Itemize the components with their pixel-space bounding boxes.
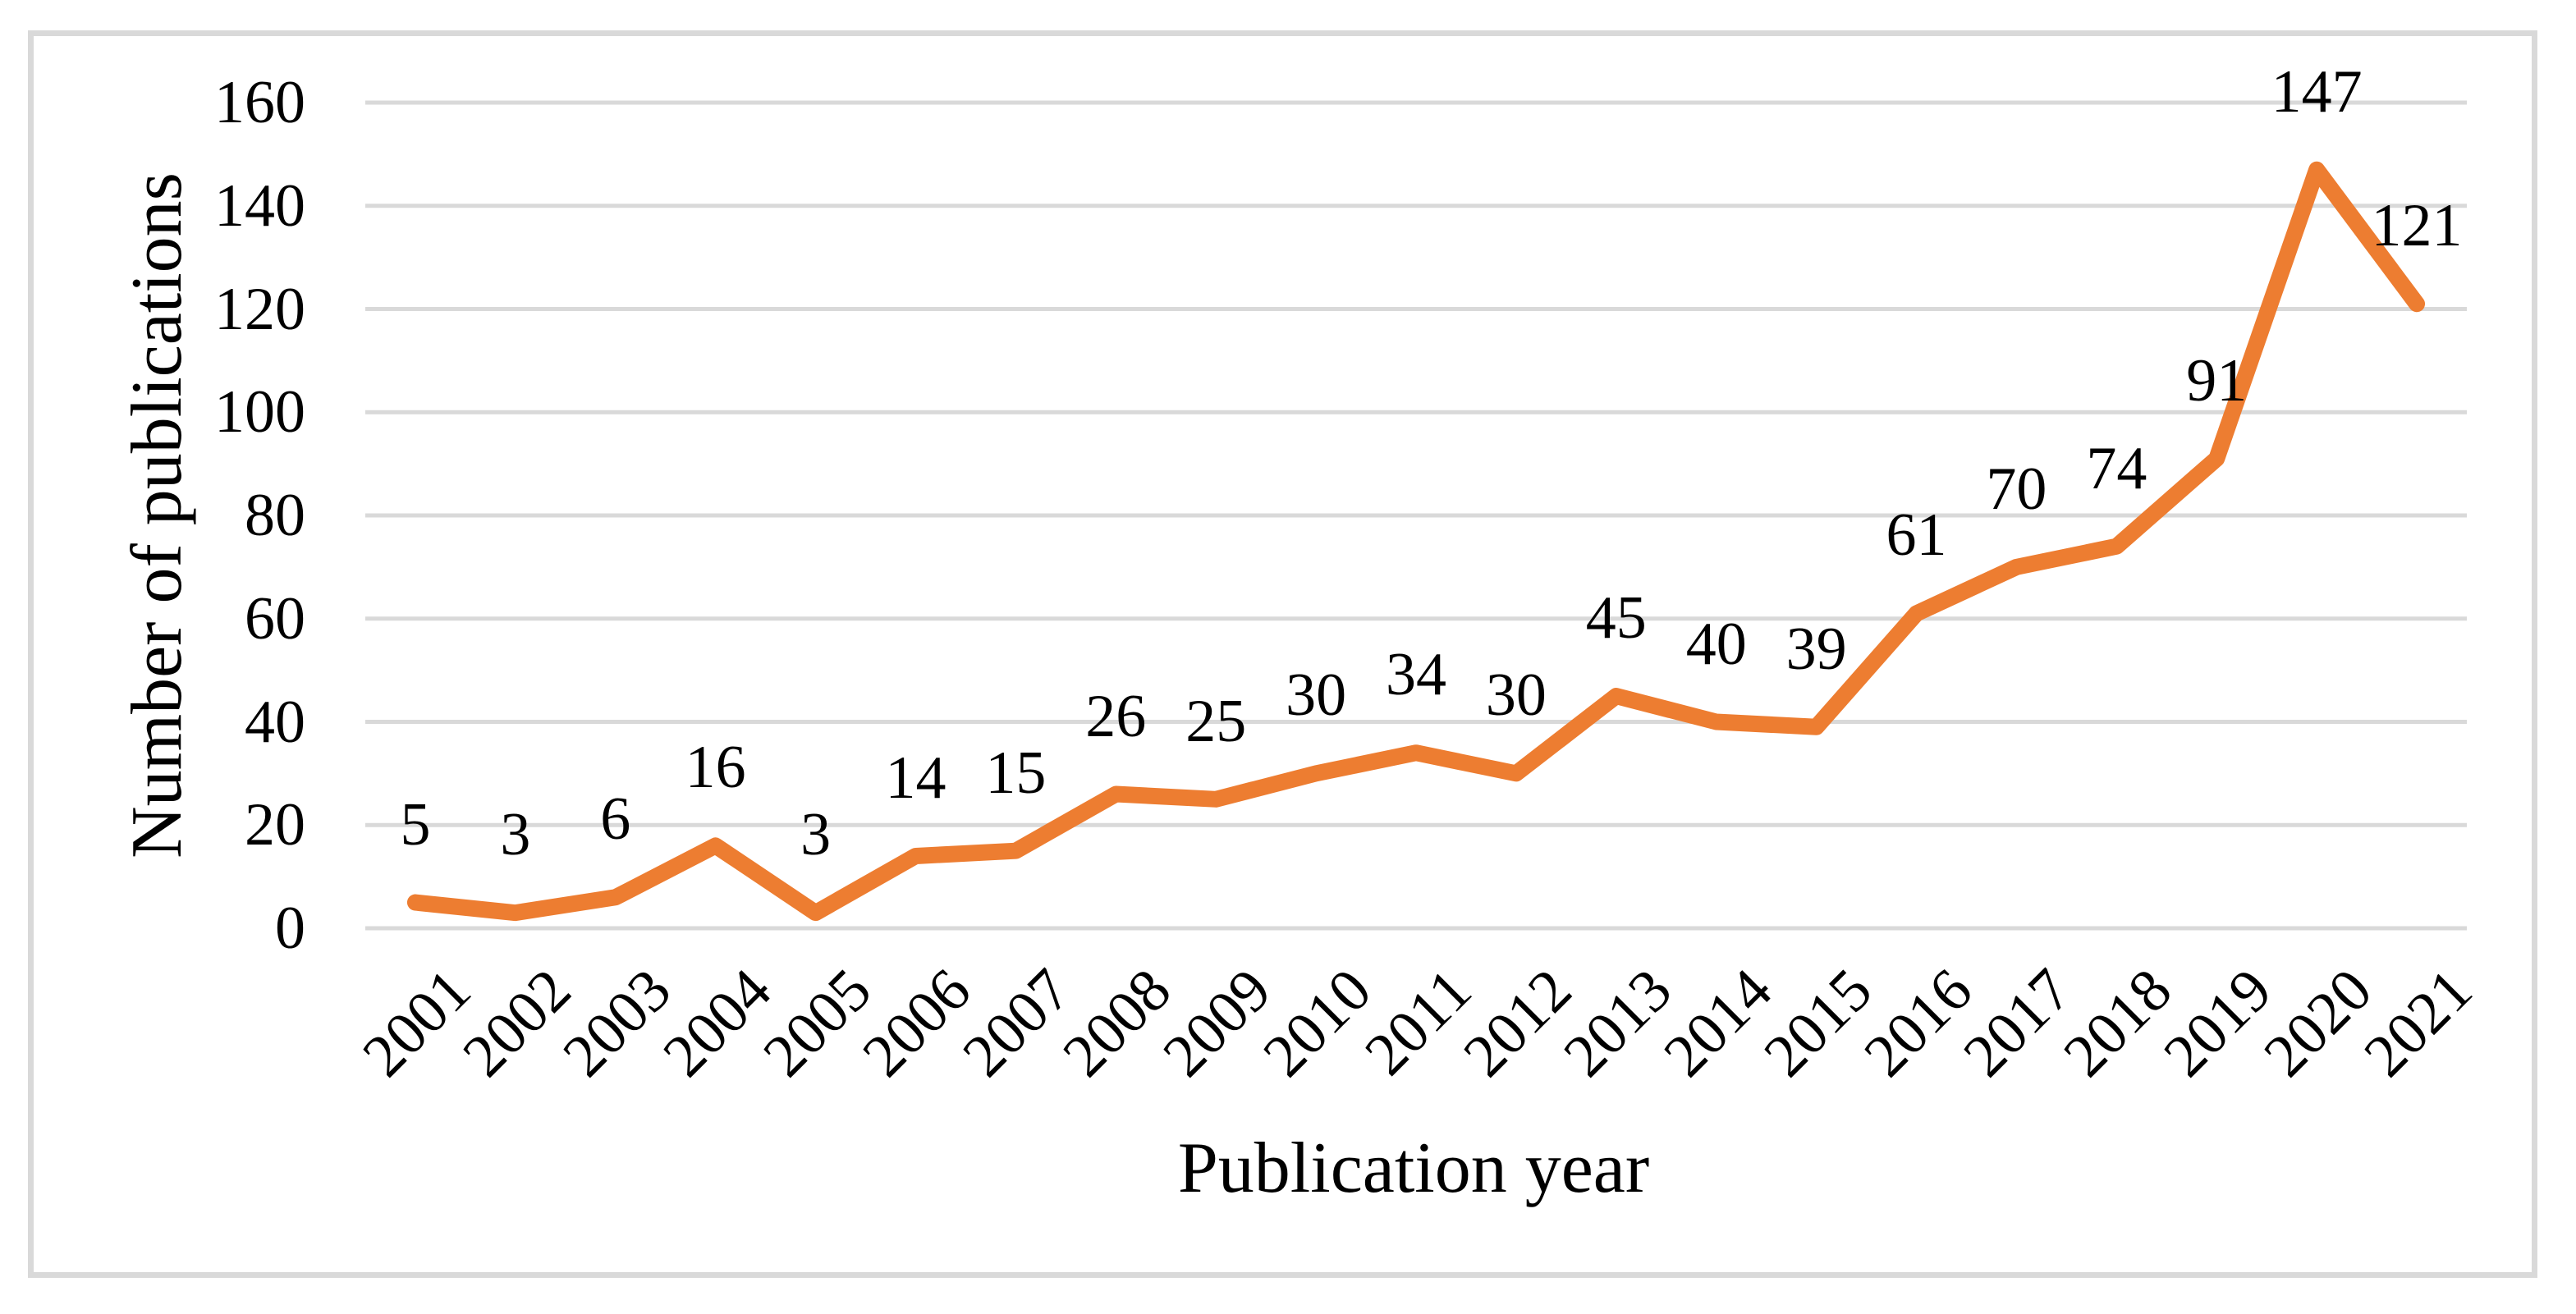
data-label: 147 [2271,57,2363,126]
data-label: 30 [1286,662,1347,730]
data-label: 121 [2371,192,2463,260]
data-label: 45 [1585,584,1647,652]
data-label: 16 [685,734,746,802]
data-label: 25 [1185,687,1247,755]
y-tick-label: 140 [214,172,305,240]
data-label: 70 [1986,455,2047,523]
y-tick-label: 80 [245,482,305,549]
figure-border [28,30,2537,1278]
y-tick-label: 160 [214,69,305,136]
y-tick-label: 0 [275,895,305,962]
y-tick-label: 100 [214,378,305,446]
data-label: 39 [1785,615,1847,683]
data-label: 61 [1886,501,1947,570]
data-label: 34 [1386,641,1446,709]
data-label: 5 [400,790,431,858]
data-label: 26 [1085,682,1147,750]
y-tick-label: 120 [214,275,305,343]
y-tick-label: 40 [245,688,305,756]
series-group [406,161,2426,922]
x-axis-title: Publication year [1177,1129,1650,1208]
data-label: 15 [985,739,1047,807]
data-label: 6 [600,785,631,854]
y-axis-title: Number of publications [117,172,197,858]
data-label: 3 [800,801,832,869]
data-label: 14 [885,744,947,812]
y-tick-label: 60 [245,584,305,652]
series-line [406,161,2426,922]
data-label: 40 [1685,610,1747,678]
data-label: 91 [2186,346,2248,414]
data-label: 3 [500,801,531,869]
data-label: 74 [2086,434,2147,502]
gridlines-group [365,100,2467,931]
y-tick-label: 20 [245,791,305,859]
data-label: 30 [1485,662,1547,730]
